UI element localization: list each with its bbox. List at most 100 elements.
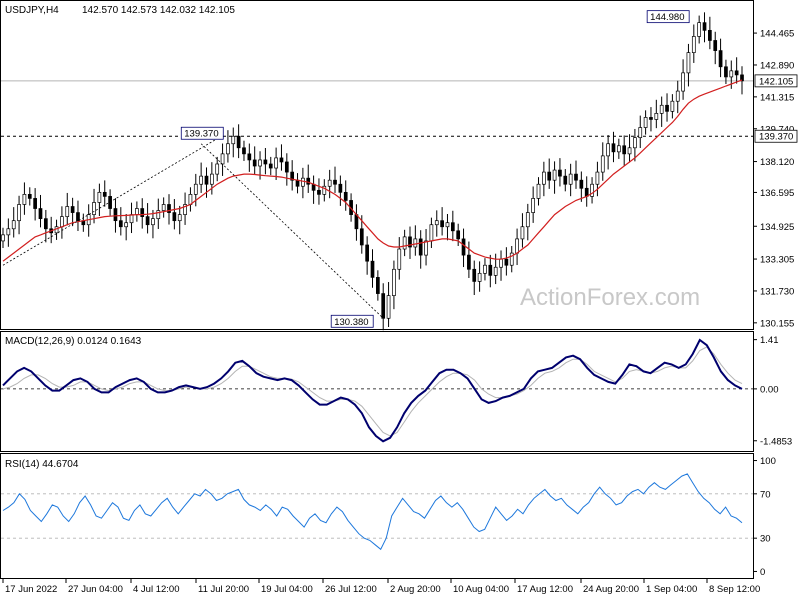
- candle-body: [397, 248, 402, 270]
- candle-body: [558, 169, 562, 177]
- candle-body: [70, 206, 75, 213]
- candle-body: [268, 163, 273, 169]
- candle-body: [279, 157, 284, 163]
- candle-body: [590, 183, 594, 197]
- candle-body: [740, 74, 744, 82]
- x-tick-label: 4 Jul 12:00: [133, 584, 179, 595]
- candle-body: [370, 260, 375, 278]
- price-tick-label: 133.305: [760, 255, 794, 266]
- candle-body: [536, 183, 541, 199]
- candle-body: [263, 159, 268, 165]
- price-tick-label: 134.925: [760, 222, 794, 233]
- candle-body: [376, 277, 380, 294]
- candle-body: [209, 173, 214, 185]
- current-price-box: [754, 74, 798, 88]
- price-tick-label: 141.315: [760, 92, 794, 103]
- rsi-panel-frame: [0, 453, 754, 579]
- candle-body: [654, 113, 659, 120]
- candle-body: [493, 266, 498, 276]
- candle-body: [22, 194, 27, 205]
- candle-body: [552, 169, 557, 181]
- candle-body: [408, 236, 412, 248]
- candle-body: [627, 147, 632, 155]
- candle-body: [145, 216, 150, 226]
- candle-body: [622, 145, 627, 155]
- candle-body: [691, 36, 696, 53]
- candle-body: [713, 40, 718, 51]
- candle-body: [6, 228, 11, 236]
- candle-body: [718, 50, 723, 68]
- candle-body: [65, 206, 70, 217]
- price-tick-label: 131.730: [760, 286, 794, 297]
- annotation-box: [180, 126, 224, 140]
- candle-body: [354, 214, 359, 230]
- candle-body: [333, 179, 337, 185]
- candle-body: [252, 159, 257, 167]
- candle-body: [284, 161, 289, 173]
- candle-body: [649, 117, 653, 120]
- level-price-box: [754, 129, 798, 143]
- candle-body: [600, 155, 605, 173]
- candle-body: [702, 22, 707, 31]
- rsi-tick-label: 30: [760, 534, 771, 545]
- candle-body: [381, 293, 386, 319]
- candle-body: [483, 264, 487, 274]
- candle-body: [697, 22, 702, 37]
- candle-body: [124, 222, 129, 228]
- candle-body: [681, 72, 685, 92]
- candle-body: [113, 208, 118, 222]
- candle-body: [290, 171, 295, 181]
- candle-body: [531, 198, 536, 213]
- price-tick-label: 136.595: [760, 188, 794, 199]
- candle-body: [450, 222, 455, 232]
- annotation-label: 144.980: [650, 12, 684, 23]
- candle-body: [338, 183, 343, 193]
- price-tick-label: 144.465: [760, 29, 794, 40]
- candle-body: [392, 268, 396, 296]
- level-price-label: 139.370: [759, 132, 793, 143]
- candle-body: [611, 143, 616, 153]
- candle-body: [563, 175, 568, 185]
- candle-body: [317, 189, 321, 195]
- price-tick-label: 142.890: [760, 60, 794, 71]
- candle-body: [102, 191, 107, 197]
- candle-body: [734, 70, 739, 76]
- candle-body: [424, 240, 428, 256]
- x-tick-label: 11 Jul 20:00: [198, 584, 249, 595]
- macd-layer: 1.41 0.00 -1.4853: [1, 335, 792, 447]
- candle-body: [515, 238, 519, 254]
- candle-body: [520, 226, 525, 240]
- annotation-box: [646, 10, 690, 24]
- candle-body: [236, 135, 241, 149]
- candle-body: [472, 268, 477, 282]
- candle-body: [274, 157, 278, 169]
- candle-body: [183, 204, 187, 215]
- candle-body: [343, 191, 348, 201]
- candle-body: [204, 175, 209, 185]
- candle-body: [97, 191, 102, 203]
- candle-body: [445, 222, 450, 228]
- candle-body: [595, 171, 600, 185]
- candle-body: [258, 159, 262, 167]
- candle-body: [322, 185, 327, 195]
- candle-body: [306, 177, 311, 185]
- candle-body: [456, 230, 461, 240]
- candle-body: [43, 218, 48, 230]
- candle-body: [199, 175, 203, 185]
- current-price-label: 142.105: [759, 76, 793, 87]
- annotation-label: 130.380: [334, 317, 368, 328]
- candle-body: [440, 220, 444, 228]
- candle-body: [499, 258, 503, 268]
- candle-body: [33, 198, 37, 209]
- candle-body: [579, 179, 584, 189]
- x-tick-label: 19 Jul 04:00: [261, 584, 313, 595]
- macd-tick-label: 1.41: [760, 335, 779, 346]
- price-tick-label: 130.155: [760, 318, 794, 329]
- candle-body: [477, 272, 482, 282]
- candle-body: [429, 224, 434, 242]
- candle-body: [11, 220, 16, 230]
- candle-body: [542, 171, 546, 185]
- annotation-box: [330, 314, 374, 328]
- price-panel-frame: [0, 0, 754, 330]
